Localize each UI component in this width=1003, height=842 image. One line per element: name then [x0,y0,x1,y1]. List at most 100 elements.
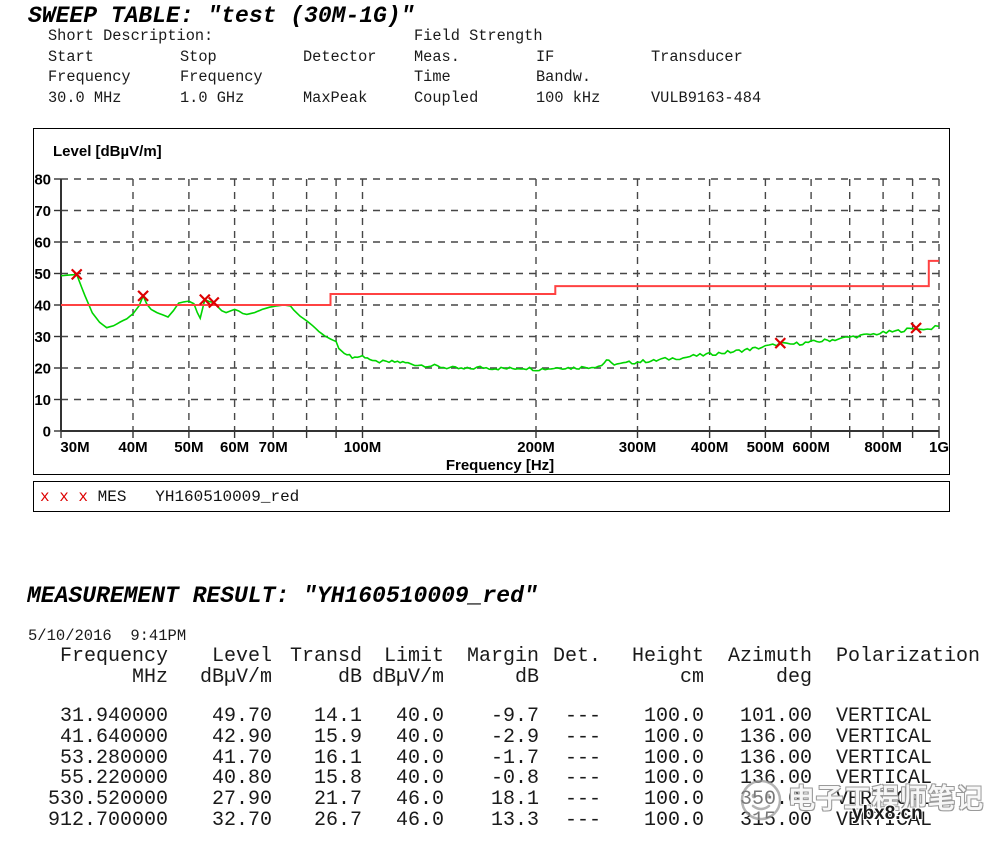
result-cell: --- [539,790,601,811]
result-cell: dB [444,668,539,689]
result-cell: cm [601,668,704,689]
svg-text:600M: 600M [792,439,830,456]
result-cell: Frequency [28,647,168,668]
result-cell: 40.0 [362,707,444,728]
result-cell: VERTICAL [812,790,1003,811]
result-data-row: 55.22000040.8015.840.0-0.8---100.0136.00… [28,769,1003,790]
result-cell: VERTICAL [812,749,1003,770]
result-cell: 100.0 [601,811,704,832]
svg-text:50M: 50M [174,439,203,456]
result-cell: 912.700000 [28,811,168,832]
stop-frequency-value: 1.0 GHz [180,88,244,109]
result-cell: 42.90 [168,728,272,749]
col-if-h1: IF [536,47,554,68]
if-bandwidth-value: 100 kHz [536,88,600,109]
result-cell: VERTICAL [812,769,1003,790]
result-cell: Polarization [812,647,1003,668]
result-cell: 100.0 [601,790,704,811]
svg-text:20: 20 [34,361,51,378]
result-data-row: 41.64000042.9015.940.0-2.9---100.0136.00… [28,728,1003,749]
result-cell: 100.0 [601,728,704,749]
result-cell: --- [539,728,601,749]
measurement-datetime: 5/10/2016 9:41PM [28,626,186,647]
col-if-h2: Bandw. [536,67,591,88]
result-cell: -0.8 [444,769,539,790]
result-cell: 100.0 [601,769,704,790]
result-cell: 31.940000 [28,707,168,728]
svg-text:40: 40 [34,298,51,315]
result-cell: VERTICAL [812,707,1003,728]
result-cell: 18.1 [444,790,539,811]
result-cell: 40.80 [168,769,272,790]
result-cell: 41.70 [168,749,272,770]
result-cell: Transd [272,647,362,668]
svg-text:10: 10 [34,392,51,409]
result-cell: 40.0 [362,749,444,770]
result-cell: 136.00 [704,728,812,749]
result-cell: --- [539,707,601,728]
result-cell: --- [539,749,601,770]
result-data-row: 53.28000041.7016.140.0-1.7---100.0136.00… [28,749,1003,770]
svg-text:30: 30 [34,329,51,346]
measurement-result-table: FrequencyLevelTransdLimitMarginDet.Heigh… [28,647,1003,832]
result-cell: 15.8 [272,769,362,790]
result-cell: Height [601,647,704,668]
result-cell: deg [704,668,812,689]
result-cell: 13.3 [444,811,539,832]
result-cell: dBµV/m [362,668,444,689]
result-cell: 41.640000 [28,728,168,749]
result-cell: --- [539,811,601,832]
svg-text:1G: 1G [929,439,949,456]
result-cell: 530.520000 [28,790,168,811]
svg-text:800M: 800M [864,439,902,456]
svg-text:500M: 500M [747,439,785,456]
start-frequency-value: 30.0 MHz [48,88,121,109]
svg-text:Frequency [Hz]: Frequency [Hz] [446,457,554,474]
level-vs-frequency-chart: 0102030405060708030M40M50M60M70M100M200M… [33,128,950,475]
result-cell: 136.00 [704,769,812,790]
sweep-column-header-line1: Start Stop Detector Meas. IF Transducer [0,47,1003,68]
svg-text:60M: 60M [220,439,249,456]
result-cell: MHz [28,668,168,689]
result-cell: 136.00 [704,749,812,770]
result-cell [539,668,601,689]
result-cell: 27.90 [168,790,272,811]
result-cell: -2.9 [444,728,539,749]
trace-marker-symbol: x x x [34,488,88,506]
svg-text:Level [dBµV/m]: Level [dBµV/m] [53,143,162,160]
result-cell: 53.280000 [28,749,168,770]
col-stop-h2: Frequency [180,67,263,88]
result-cell: 40.0 [362,769,444,790]
svg-text:400M: 400M [691,439,729,456]
result-cell: 315.00 [704,811,812,832]
legend-gap [126,488,155,506]
col-meas-h1: Meas. [414,47,460,68]
col-detector-h1: Detector [303,47,376,68]
svg-text:300M: 300M [619,439,657,456]
result-data-row: 912.70000032.7026.746.013.3---100.0315.0… [28,811,1003,832]
svg-text:100M: 100M [344,439,382,456]
result-cell: 26.7 [272,811,362,832]
result-cell: 21.7 [272,790,362,811]
svg-text:30M: 30M [60,439,89,456]
meas-time-value: Coupled [414,88,478,109]
result-cell: 46.0 [362,790,444,811]
transducer-value: VULB9163-484 [651,88,761,109]
col-stop-h1: Stop [180,47,217,68]
svg-text:50: 50 [34,266,51,283]
result-cell: --- [539,769,601,790]
result-cell: Det. [539,647,601,668]
result-cell: 15.9 [272,728,362,749]
result-cell: Azimuth [704,647,812,668]
legend-trace-name: YH160510009_red [155,488,299,506]
col-transducer-h1: Transducer [651,47,743,68]
result-cell: 101.00 [704,707,812,728]
svg-text:60: 60 [34,235,51,252]
result-cell: 14.1 [272,707,362,728]
svg-text:0: 0 [43,424,51,441]
col-start-h1: Start [48,47,94,68]
result-cell: VERTICAL [812,728,1003,749]
short-description-value: Field Strength [414,26,543,47]
result-cell: Margin [444,647,539,668]
emc-test-report-page: SWEEP TABLE: "test (30M-1G)" Short Descr… [0,0,1003,842]
